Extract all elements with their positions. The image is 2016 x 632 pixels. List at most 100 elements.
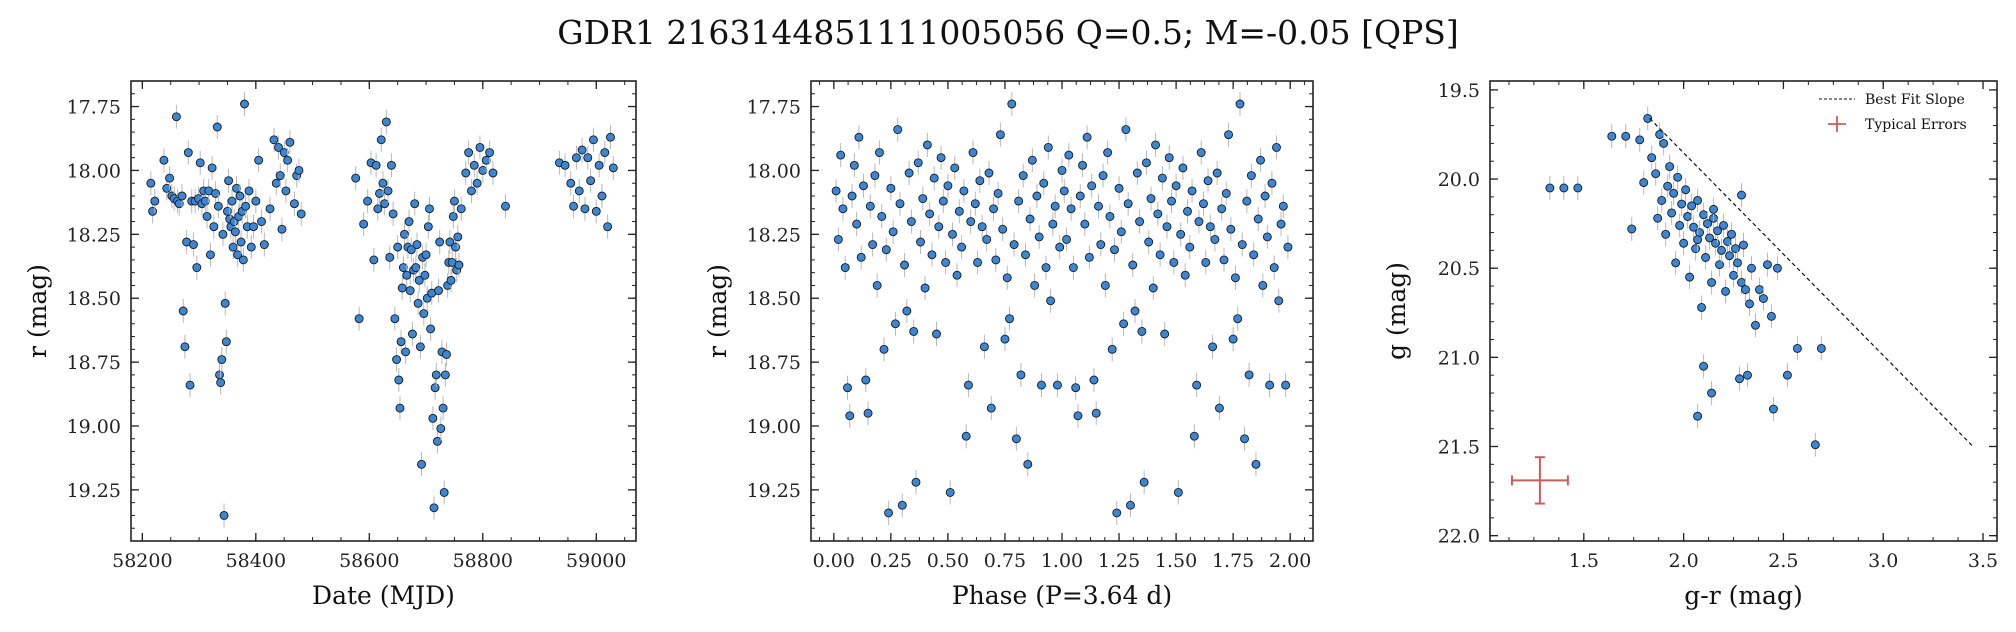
x-tick-label: 58800 [453, 550, 513, 572]
data-point [1729, 270, 1738, 280]
data-point [1121, 125, 1131, 135]
data-point [485, 148, 495, 158]
data-point [1727, 229, 1736, 239]
data-point [900, 260, 910, 270]
data-point [200, 196, 210, 206]
data-point [1094, 201, 1103, 211]
data-point [1260, 191, 1270, 201]
data-point [1235, 99, 1245, 109]
x-tick-label: 0.00 [813, 550, 855, 572]
data-point [1283, 242, 1293, 252]
data-point [394, 375, 404, 385]
data-point [1657, 196, 1667, 205]
y-tick-label: 18.00 [67, 160, 121, 182]
data-point [1237, 240, 1247, 250]
data-point [1745, 299, 1754, 309]
data-point [212, 122, 222, 132]
data-point [560, 160, 570, 170]
y-tick-label: 17.75 [747, 97, 801, 119]
data-point [376, 135, 386, 145]
data-point [608, 163, 618, 173]
data-point [354, 314, 364, 324]
data-point [398, 263, 408, 273]
data-point [902, 306, 912, 316]
data-point [1064, 150, 1074, 160]
data-point [1151, 140, 1161, 150]
legend-label: Typical Errors [1865, 117, 1967, 133]
data-point [1755, 285, 1764, 295]
data-point [1675, 220, 1685, 230]
data-point [1046, 296, 1056, 306]
y-tick-label: 18.50 [747, 288, 801, 310]
data-point [406, 245, 416, 255]
data-point [1766, 311, 1776, 321]
data-point [1725, 251, 1734, 261]
data-point [251, 196, 261, 206]
y-tick-label: 18.75 [67, 352, 121, 374]
data-point [936, 153, 946, 163]
data-point [434, 286, 443, 296]
data-point [1014, 196, 1024, 206]
y-tick-label: 17.75 [67, 97, 121, 119]
data-point [436, 424, 446, 434]
data-point [966, 217, 976, 227]
data-point [913, 158, 923, 168]
data-point [216, 378, 226, 388]
data-point [423, 222, 433, 232]
data-point [934, 222, 944, 232]
data-point [1114, 183, 1124, 193]
data-point [970, 199, 980, 209]
y-axis-label: r (mag) [23, 264, 52, 358]
x-tick-label: 0.25 [870, 550, 912, 572]
data-point [1169, 257, 1179, 267]
data-point [1647, 153, 1657, 163]
data-point [957, 242, 967, 252]
data-point [1721, 286, 1730, 296]
data-point [185, 380, 195, 390]
data-point [569, 201, 579, 211]
data-point [1269, 263, 1279, 273]
data-point [412, 240, 422, 250]
data-point [954, 206, 964, 216]
data-point [1226, 224, 1236, 234]
data-point [359, 219, 369, 229]
data-point [1055, 242, 1065, 252]
data-point [289, 199, 299, 209]
data-point [982, 234, 992, 244]
data-point [1242, 196, 1252, 206]
data-point [1128, 260, 1138, 270]
data-point [236, 237, 246, 247]
data-point [1126, 500, 1135, 510]
data-point [233, 250, 243, 260]
light-curve-panel: 58200 58400 58600 58800 59000 17.75 18.00 18.25… [23, 80, 637, 610]
y-tick-label: 20.5 [1438, 258, 1480, 280]
data-point [583, 153, 593, 163]
data-point [1173, 487, 1183, 497]
y-tick-label: 21.5 [1438, 437, 1480, 459]
typical-error-marker [1510, 456, 1569, 505]
data-point [1048, 219, 1058, 229]
data-point [1262, 232, 1272, 242]
data-point [1066, 204, 1076, 214]
data-point [1643, 113, 1653, 123]
data-point [259, 240, 269, 250]
data-point [218, 229, 228, 239]
data-point [1130, 306, 1140, 316]
data-point [244, 186, 254, 196]
data-point [1119, 319, 1129, 329]
data-point [843, 383, 852, 393]
data-point [586, 176, 596, 186]
data-point [1816, 343, 1826, 353]
data-point [1080, 219, 1090, 229]
data-point [207, 163, 217, 173]
data-point [1249, 250, 1259, 260]
data-point [202, 211, 212, 221]
data-point [1635, 135, 1645, 145]
y-tick-label: 18.25 [67, 224, 121, 246]
data-point [1621, 131, 1631, 141]
data-point [241, 201, 251, 211]
data-point [1240, 434, 1249, 444]
data-point [1655, 130, 1665, 139]
y-tick-label: 19.5 [1438, 80, 1480, 102]
y-tick-label: 19.25 [747, 480, 801, 502]
